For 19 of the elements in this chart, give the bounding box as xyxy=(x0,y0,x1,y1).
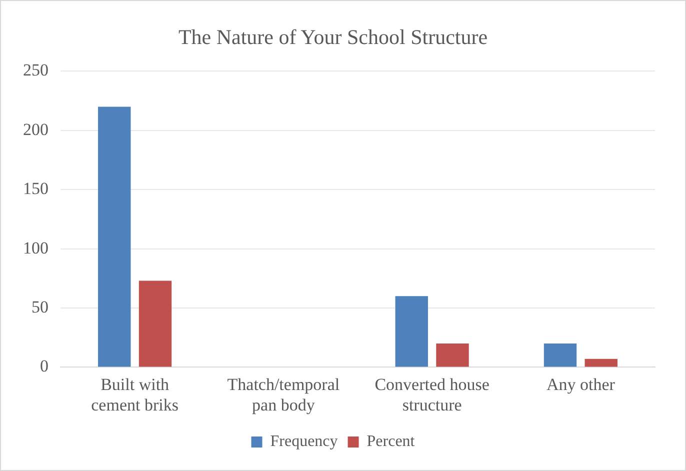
bar xyxy=(395,296,428,367)
chart-title: The Nature of Your School Structure xyxy=(178,25,488,50)
bar xyxy=(436,344,469,367)
x-tick-label: Converted house structure xyxy=(374,374,490,414)
x-tick-label: Built with cement briks xyxy=(91,374,178,414)
y-tick-label: 150 xyxy=(23,179,48,198)
bar xyxy=(98,106,131,367)
bar xyxy=(544,344,577,367)
y-tick-label: 250 xyxy=(23,60,48,80)
y-tick-label: 0 xyxy=(40,356,48,376)
y-tick-label: 100 xyxy=(23,238,48,258)
y-tick-label: 200 xyxy=(23,120,48,139)
x-tick-label: Any other xyxy=(546,374,616,394)
bar xyxy=(584,358,618,367)
y-tick-label: 50 xyxy=(32,297,48,316)
x-tick-label: Thatch/temporal pan body xyxy=(227,374,340,414)
bar xyxy=(138,280,172,367)
legend-label: Percent xyxy=(366,433,416,450)
legend-label: Frequency xyxy=(270,433,338,450)
